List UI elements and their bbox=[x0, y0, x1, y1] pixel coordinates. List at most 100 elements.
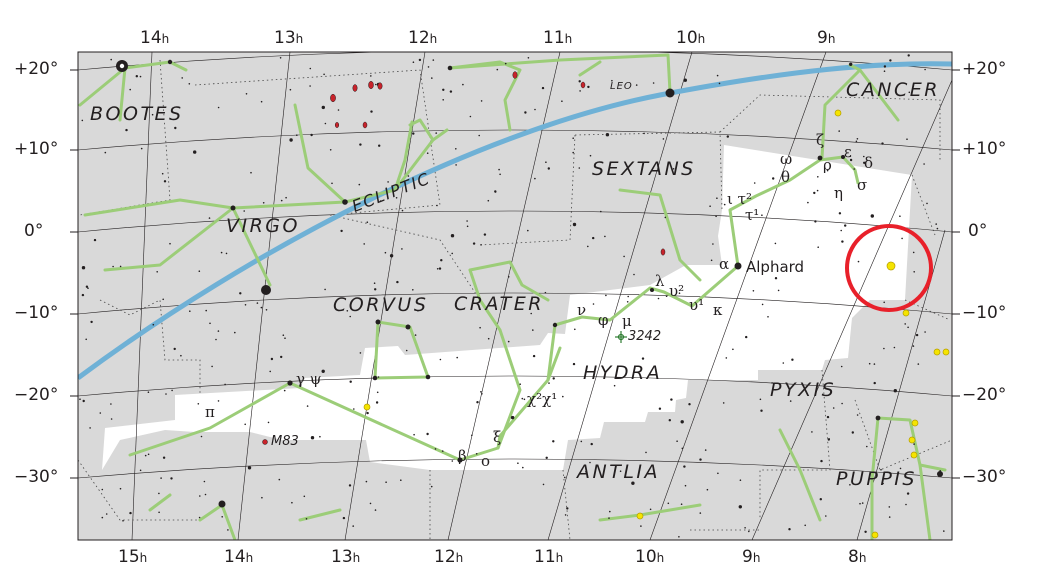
field-star bbox=[499, 173, 501, 176]
star-label-epsilon: ε bbox=[844, 143, 852, 161]
field-star bbox=[208, 217, 211, 219]
field-star bbox=[817, 176, 819, 178]
field-star bbox=[623, 255, 625, 258]
star-label-iota-tau2: ι τ² bbox=[727, 190, 752, 208]
field-star bbox=[217, 400, 220, 402]
field-star bbox=[340, 229, 343, 233]
field-star bbox=[840, 229, 842, 232]
field-star bbox=[337, 109, 340, 111]
field-star bbox=[716, 197, 718, 199]
field-star bbox=[101, 488, 104, 491]
field-star bbox=[578, 167, 581, 169]
field-star bbox=[492, 304, 495, 306]
field-star bbox=[352, 525, 355, 527]
field-star bbox=[321, 105, 325, 110]
field-star bbox=[193, 150, 197, 154]
field-star bbox=[265, 309, 268, 311]
deep-sky-label-m83: M83 bbox=[271, 434, 299, 449]
field-star bbox=[718, 82, 721, 85]
field-star bbox=[451, 252, 454, 255]
star-label-gamma-psi: γ ψ bbox=[296, 370, 322, 388]
field-star bbox=[613, 384, 616, 387]
field-star bbox=[840, 365, 843, 368]
field-star bbox=[110, 58, 112, 61]
field-star bbox=[487, 199, 490, 202]
star-label-upsilon1: υ¹ bbox=[689, 296, 705, 314]
field-star bbox=[405, 349, 408, 352]
field-star bbox=[841, 402, 843, 405]
field-star bbox=[678, 292, 681, 295]
field-star bbox=[504, 62, 507, 65]
field-star bbox=[532, 329, 534, 331]
field-star bbox=[510, 415, 515, 420]
field-star bbox=[664, 216, 667, 219]
field-star bbox=[530, 312, 532, 315]
ecliptic-line bbox=[78, 61, 952, 381]
field-star bbox=[310, 436, 315, 440]
field-star bbox=[374, 288, 377, 291]
field-star bbox=[296, 134, 298, 136]
field-star bbox=[494, 190, 497, 193]
field-star bbox=[395, 197, 398, 199]
field-star bbox=[426, 152, 429, 154]
star-alphard bbox=[734, 262, 742, 270]
constellation-label-hydra: HYDRA bbox=[583, 362, 663, 384]
field-star bbox=[683, 78, 687, 82]
field-star bbox=[375, 83, 377, 86]
field-star bbox=[365, 480, 368, 483]
star-label-lambda: λ bbox=[655, 272, 665, 290]
field-star bbox=[481, 393, 483, 395]
field-star bbox=[139, 469, 142, 472]
field-star bbox=[913, 443, 915, 445]
field-star bbox=[480, 244, 482, 246]
field-star bbox=[906, 138, 908, 140]
field-star bbox=[188, 83, 191, 85]
star-label-beta: β bbox=[458, 447, 467, 465]
field-star bbox=[471, 434, 473, 437]
field-star bbox=[171, 389, 173, 392]
field-star bbox=[883, 301, 885, 304]
field-star bbox=[905, 503, 907, 506]
field-star bbox=[605, 294, 607, 297]
field-star bbox=[640, 525, 642, 527]
field-star bbox=[449, 90, 453, 93]
field-star bbox=[151, 113, 154, 116]
field-star bbox=[782, 362, 785, 364]
field-star bbox=[774, 242, 777, 245]
field-star bbox=[873, 381, 876, 385]
field-star bbox=[605, 133, 610, 137]
field-star bbox=[587, 85, 590, 89]
field-star bbox=[789, 400, 792, 402]
field-star bbox=[906, 492, 910, 495]
star-label-phi: φ bbox=[598, 311, 609, 329]
constellation-label-sextans: SEXTANS bbox=[592, 158, 696, 180]
ra-label-bottom-13h: 13h bbox=[331, 547, 361, 567]
field-star bbox=[225, 252, 228, 255]
field-star bbox=[81, 293, 85, 297]
field-star bbox=[170, 477, 173, 480]
field-star bbox=[119, 487, 122, 490]
field-star bbox=[181, 77, 183, 79]
field-star bbox=[534, 108, 536, 111]
field-star bbox=[156, 271, 158, 273]
field-star bbox=[283, 389, 286, 392]
field-star bbox=[366, 221, 369, 223]
ra-label-bottom-10h: 10h bbox=[635, 547, 665, 567]
field-star bbox=[441, 450, 444, 452]
constellation-label-leo: LEO bbox=[610, 81, 633, 92]
field-star bbox=[826, 169, 829, 172]
field-star bbox=[165, 393, 167, 395]
galaxy-markers bbox=[262, 71, 666, 445]
field-star bbox=[761, 303, 764, 306]
field-star bbox=[589, 461, 591, 464]
field-star bbox=[407, 175, 410, 177]
field-star bbox=[239, 292, 242, 295]
field-star bbox=[665, 295, 668, 298]
field-star bbox=[135, 75, 138, 78]
field-star bbox=[704, 449, 707, 451]
field-star bbox=[626, 301, 629, 303]
field-star bbox=[868, 362, 871, 365]
field-star bbox=[866, 445, 868, 448]
field-star bbox=[817, 246, 819, 248]
star-label-pi: π bbox=[205, 403, 215, 421]
